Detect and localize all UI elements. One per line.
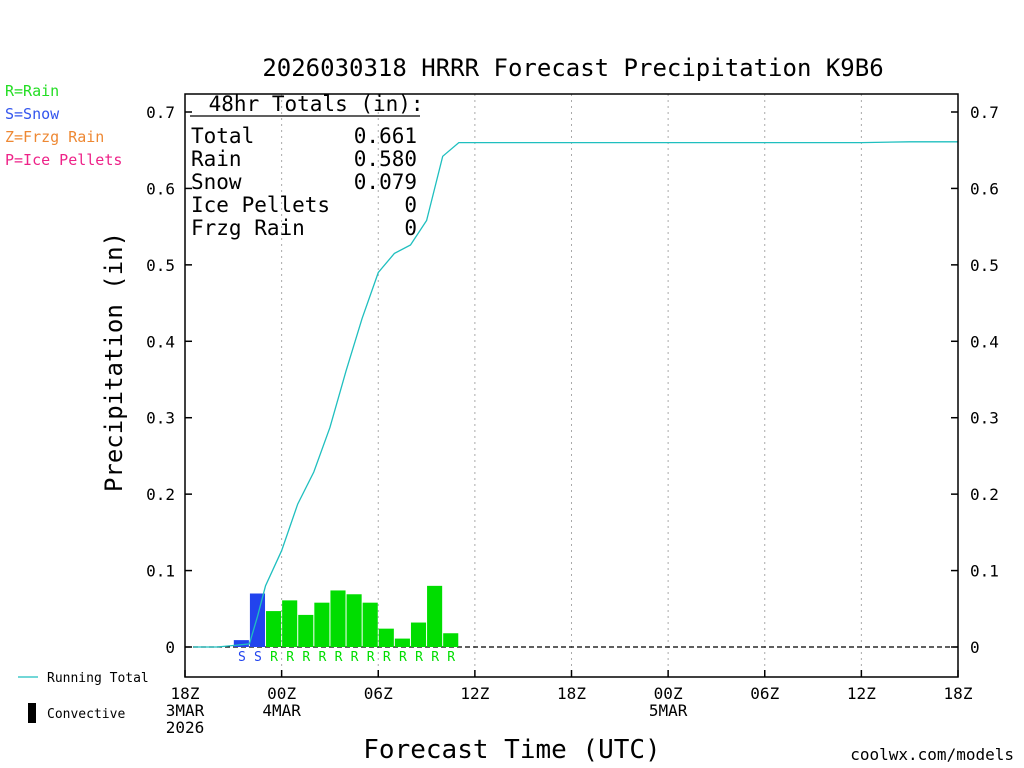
totals-row-value: 0.661 <box>354 124 417 148</box>
totals-box: 48hr Totals (in): Total 0.661 Rain 0.580 Snow… <box>190 92 424 240</box>
y-tick-label-right: 0.4 <box>970 332 999 351</box>
type-legend-item: P=Ice Pellets <box>5 151 122 169</box>
totals-row-label: Snow <box>191 170 242 194</box>
totals-row-label: Rain <box>191 147 242 171</box>
x-tick-label: 18Z <box>171 684 200 703</box>
precip-bar <box>378 628 394 647</box>
precip-bar <box>330 590 346 647</box>
precip-type-letter: R <box>351 650 359 665</box>
totals-row-label: Frzg Rain <box>191 216 305 240</box>
grid-lines <box>185 94 958 677</box>
totals-row-value: 0 <box>404 193 417 217</box>
precip-bars <box>233 585 459 647</box>
precip-bar <box>314 602 330 647</box>
precip-type-letter: R <box>415 650 423 665</box>
y-tick-label-left: 0.2 <box>146 485 175 504</box>
precip-bar <box>298 614 314 647</box>
precip-bar <box>362 602 378 647</box>
y-tick-label-right: 0.3 <box>970 409 999 428</box>
precip-type-legend: R=Rain S=Snow Z=Frzg Rain P=Ice Pellets <box>5 82 122 169</box>
x-axis-label: Forecast Time (UTC) <box>363 735 660 765</box>
precip-type-letter: S <box>254 650 262 665</box>
totals-row-value: 0 <box>404 216 417 240</box>
precip-type-letter: R <box>318 650 326 665</box>
y-tick-label-left: 0.4 <box>146 332 175 351</box>
y-tick-label-right: 0.2 <box>970 485 999 504</box>
precip-type-letter: R <box>399 650 407 665</box>
totals-row-label: Ice Pellets <box>191 193 330 217</box>
y-axis-label: Precipitation (in) <box>100 232 128 492</box>
type-legend-item: S=Snow <box>5 105 60 123</box>
precip-bar <box>443 633 459 647</box>
totals-row-value: 0.580 <box>354 147 417 171</box>
precip-type-letter: R <box>286 650 294 665</box>
x-tick-label: 3MAR <box>166 701 205 720</box>
x-tick-label: 00Z <box>654 684 683 703</box>
x-tick-label: 06Z <box>364 684 393 703</box>
y-tick-label-right: 0.1 <box>970 562 999 581</box>
y-tick-label-right: 0.6 <box>970 179 999 198</box>
x-tick-label: 12Z <box>847 684 876 703</box>
y-axis-left: 0 0.1 0.2 0.3 0.4 0.5 0.6 0.7 <box>146 103 192 657</box>
y-tick-label-left: 0.3 <box>146 409 175 428</box>
y-tick-label-left: 0 <box>165 638 175 657</box>
precip-type-letter: S <box>238 650 246 665</box>
precip-type-letter: R <box>447 650 455 665</box>
running-total-polyline <box>193 141 958 648</box>
precip-type-letter: R <box>367 650 375 665</box>
precip-bar <box>249 593 266 647</box>
x-tick-label: 06Z <box>750 684 779 703</box>
x-tick-label: 2026 <box>166 718 205 737</box>
y-tick-label-left: 0.6 <box>146 179 175 198</box>
precip-bar <box>282 600 298 647</box>
totals-row-label: Total <box>191 124 254 148</box>
y-tick-label-right: 0 <box>970 638 980 657</box>
precip-type-letter: R <box>270 650 278 665</box>
precip-type-letter: R <box>431 650 439 665</box>
x-tick-label: 5MAR <box>649 701 688 720</box>
x-tick-label: 18Z <box>557 684 586 703</box>
y-tick-label-left: 0.7 <box>146 103 175 122</box>
totals-row-value: 0.079 <box>354 170 417 194</box>
y-axis-right: 0 0.1 0.2 0.3 0.4 0.5 0.6 0.7 <box>951 103 999 657</box>
totals-header: 48hr Totals (in): <box>196 92 424 116</box>
precip-bar <box>427 585 443 647</box>
x-tick-label: 4MAR <box>262 701 301 720</box>
x-tick-label: 18Z <box>944 684 973 703</box>
legend-label-running-total: Running Total <box>47 671 149 686</box>
precip-type-letter: R <box>335 650 343 665</box>
y-tick-label-left: 0.5 <box>146 256 175 275</box>
precip-bar <box>394 638 410 647</box>
legend-label-convective: Convective <box>47 707 125 722</box>
y-tick-label-left: 0.1 <box>146 562 175 581</box>
credit-text: coolwx.com/models <box>850 745 1014 764</box>
type-legend-item: R=Rain <box>5 82 59 100</box>
chart-title: 2026030318 HRRR Forecast Precipitation K… <box>262 54 883 82</box>
precip-bar <box>266 611 282 647</box>
type-legend-item: Z=Frzg Rain <box>5 128 104 146</box>
running-total-line <box>193 141 958 648</box>
precip-bar <box>410 622 427 647</box>
precip-type-letter: R <box>302 650 310 665</box>
precip-type-letter: R <box>383 650 391 665</box>
precip-bar <box>346 594 362 647</box>
x-tick-label: 12Z <box>460 684 489 703</box>
plot-frame <box>184 93 959 678</box>
precip-bar <box>233 640 249 647</box>
bottom-legend: Running Total Convective <box>18 671 149 723</box>
x-tick-label: 00Z <box>267 684 296 703</box>
y-tick-label-right: 0.5 <box>970 256 999 275</box>
legend-bar-swatch <box>28 703 36 723</box>
y-tick-label-right: 0.7 <box>970 103 999 122</box>
